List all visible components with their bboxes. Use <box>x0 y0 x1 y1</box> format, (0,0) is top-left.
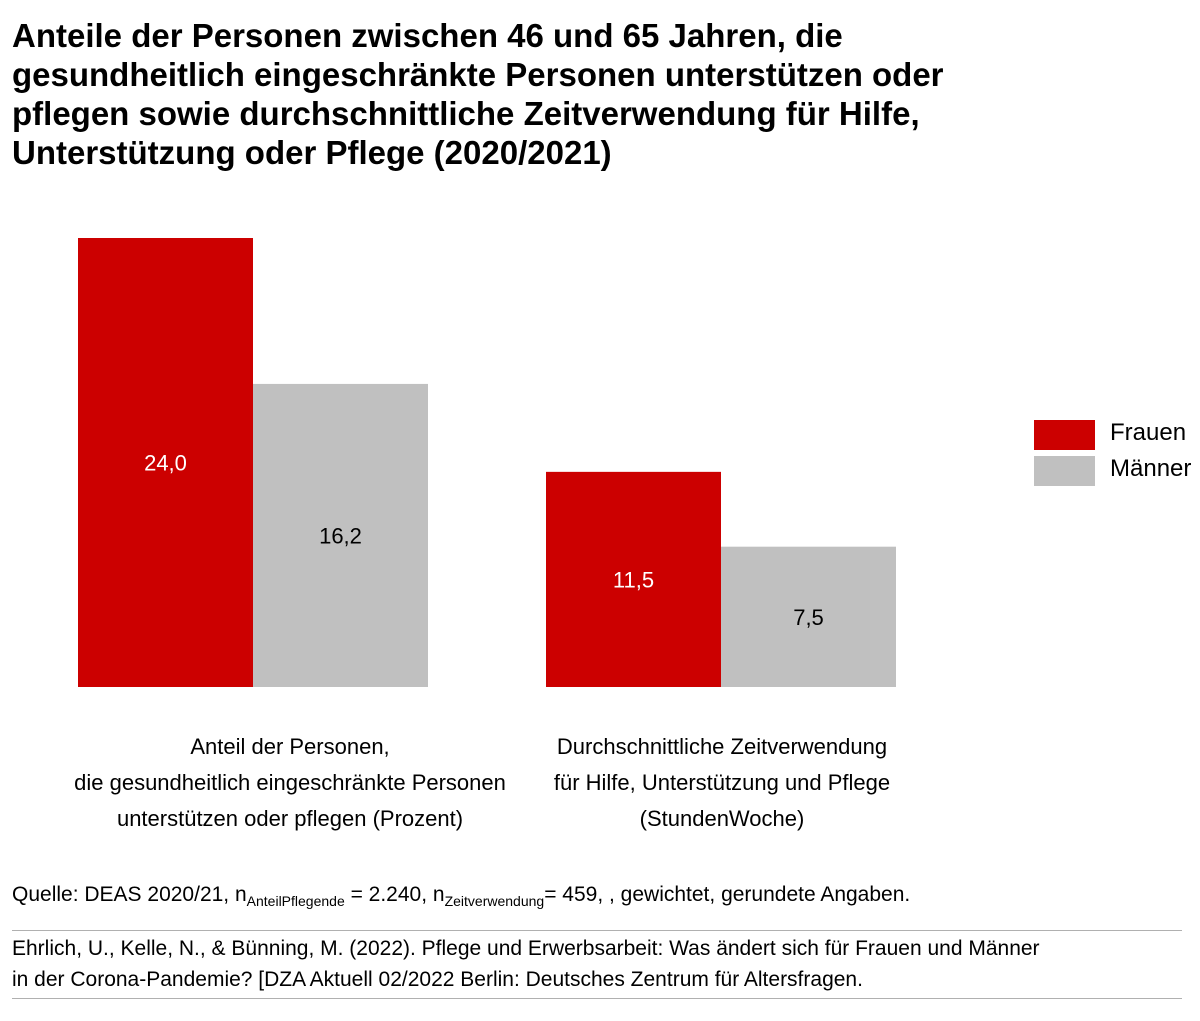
legend-swatch-maenner <box>1034 456 1095 486</box>
category-label-line: Anteil der Personen, <box>190 734 390 759</box>
divider <box>12 930 1182 931</box>
citation-line: Ehrlich, U., Kelle, N., & Bünning, M. (2… <box>12 937 1040 960</box>
title-line: Anteile der Personen zwischen 46 und 65 … <box>12 17 843 54</box>
source-mid: = 2.240, n <box>344 883 445 906</box>
category-label-line: die gesundheitlich eingeschränkte Person… <box>74 770 506 795</box>
legend-label-maenner: Männer <box>1110 455 1192 482</box>
source-prefix: Quelle: DEAS 2020/21, n <box>12 883 247 906</box>
legend-label-frauen: Frauen <box>1110 419 1187 446</box>
source-suffix: = 459, , gewichtet, gerundete Angaben. <box>544 883 911 906</box>
category-label-zeitverwendung: Durchschnittliche Zeitverwendung für Hil… <box>500 729 944 837</box>
bar-frauen-1 <box>546 471 721 687</box>
legend-swatch-frauen <box>1034 420 1095 450</box>
category-label-line: unterstützen oder pflegen (Prozent) <box>116 806 464 831</box>
citation-line: in der Corona-Pandemie? [DZA Aktuell 02/… <box>12 968 863 991</box>
citation: Ehrlich, U., Kelle, N., & Bünning, M. (2… <box>12 933 1040 995</box>
title-line: Unterstützung oder Pflege (2020/2021) <box>12 134 612 171</box>
source-subscript: AnteilPflegende <box>246 893 345 909</box>
title-line: gesundheitlich eingeschränkte Personen u… <box>12 56 944 93</box>
category-label-line: Durchschnittliche Zeitverwendung <box>556 734 888 759</box>
source-subscript: Zeitverwendung <box>444 893 545 909</box>
divider <box>12 998 1182 999</box>
data-label: 11,5 <box>613 567 654 592</box>
data-label: 16,2 <box>319 523 362 548</box>
data-label: 7,5 <box>793 605 824 630</box>
chart-title: Anteile der Personen zwischen 46 und 65 … <box>12 16 1182 172</box>
data-label: 24,0 <box>144 451 187 476</box>
source-note: Quelle: DEAS 2020/21, nAnteilPflegende =… <box>12 880 910 916</box>
category-label-line: (StundenWoche) <box>639 806 805 831</box>
title-line: pflegen sowie durchschnittliche Zeitverw… <box>12 95 920 132</box>
bar-mnner-1 <box>721 546 896 687</box>
category-label-line: für Hilfe, Unterstützung und Pflege <box>553 770 891 795</box>
category-label-anteil: Anteil der Personen, die gesundheitlich … <box>40 729 540 837</box>
bar-frauen-0 <box>78 238 253 687</box>
bar-mnner-0 <box>253 383 428 687</box>
